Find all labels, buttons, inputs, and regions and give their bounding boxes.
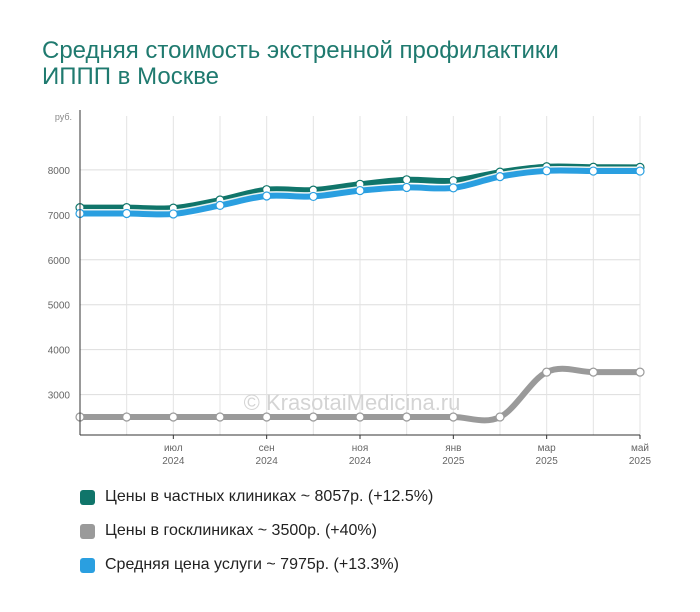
data-point	[402, 412, 412, 422]
data-point	[542, 367, 552, 377]
legend-label-public: Цены в госклиниках ~ 3500р. (+40%)	[105, 522, 377, 539]
data-point	[495, 412, 505, 422]
data-point	[402, 175, 412, 185]
y-tick-label: 7000	[48, 211, 71, 222]
legend-swatch-public	[80, 523, 95, 539]
legend: Цены в частных клиниках ~ 8057р. (+12.5%…	[80, 480, 433, 582]
y-tick-label: 4000	[48, 346, 71, 357]
data-point	[355, 412, 365, 422]
x-tick-year: 2024	[349, 456, 372, 467]
axes: 3000 4000 5000 6000 7000 8000 руб. июл 2024 сен 20…	[48, 110, 652, 467]
x-tick-year: 2024	[162, 456, 185, 467]
data-point	[168, 209, 178, 219]
chart-title-line-1: Средняя стоимость экстренной профилактик…	[42, 37, 559, 64]
legend-label-average: Средняя цена услуги ~ 7975р. (+13.3%)	[105, 556, 399, 573]
x-tick-label: май	[631, 443, 649, 454]
legend-label-private: Цены в частных клиниках ~ 8057р. (+12.5%…	[105, 488, 434, 505]
series-1	[75, 364, 645, 425]
legend-swatch-private	[80, 489, 95, 505]
x-tick-label: ноя	[352, 443, 369, 454]
data-point	[308, 412, 318, 422]
y-tick-label: 3000	[48, 391, 71, 402]
x-tick-label: сен	[259, 443, 275, 454]
data-point	[215, 200, 225, 211]
data-point	[588, 166, 598, 176]
x-tick-year: 2025	[629, 456, 652, 467]
data-point	[588, 367, 598, 377]
data-point	[262, 191, 272, 201]
x-tick-year: 2025	[442, 456, 465, 467]
data-point	[215, 412, 225, 422]
data-point	[635, 166, 645, 176]
data-point	[402, 182, 412, 193]
data-point	[168, 412, 178, 422]
series-2	[75, 165, 645, 219]
data-point	[495, 172, 505, 182]
line-chart: © KrasotaiMedicina.ru 3000 4000 5000 6000 70…	[48, 110, 652, 467]
chart-title-line-2: ИППП в Москве	[42, 63, 220, 90]
x-tick-label: янв	[445, 443, 461, 454]
data-point	[448, 412, 458, 422]
data-point	[308, 191, 318, 202]
x-tick-year: 2024	[256, 456, 279, 467]
data-point	[262, 412, 272, 422]
watermark: © KrasotaiMedicina.ru	[244, 390, 461, 415]
data-point	[355, 185, 365, 196]
series-lines	[75, 161, 645, 425]
y-unit-label: руб.	[55, 112, 72, 122]
chart-title: Средняя стоимость экстренной профилактик…	[42, 38, 559, 90]
y-tick-label: 8000	[48, 166, 71, 177]
legend-item-average[interactable]: Средняя цена услуги ~ 7975р. (+13.3%)	[80, 548, 433, 582]
x-tick-label: мар	[538, 443, 556, 454]
y-tick-label: 5000	[48, 301, 71, 312]
data-point	[542, 166, 552, 176]
data-point	[448, 183, 458, 193]
data-point	[122, 208, 132, 219]
legend-swatch-average	[80, 557, 95, 573]
data-point	[635, 367, 645, 377]
x-tick-year: 2025	[536, 456, 559, 467]
y-tick-label: 6000	[48, 256, 71, 267]
x-tick-label: июл	[164, 443, 183, 454]
legend-item-private[interactable]: Цены в частных клиниках ~ 8057р. (+12.5%…	[80, 480, 433, 514]
legend-item-public[interactable]: Цены в госклиниках ~ 3500р. (+40%)	[80, 514, 433, 548]
data-point	[122, 412, 132, 422]
